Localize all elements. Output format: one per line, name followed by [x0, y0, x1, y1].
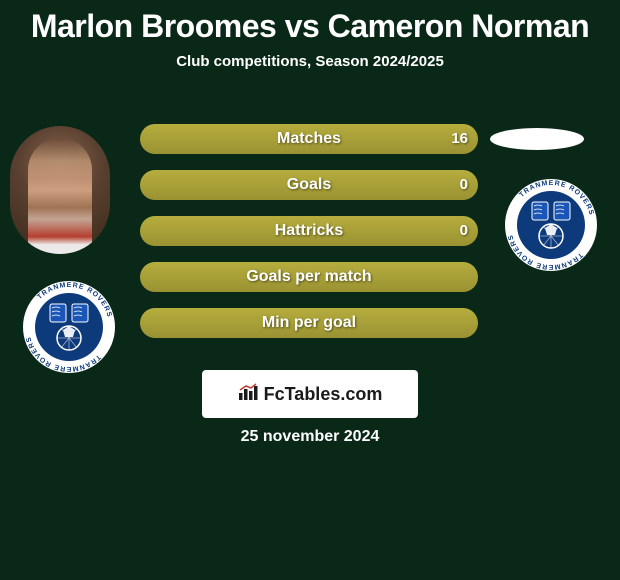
comparison-stats: Matches16Goals0Hattricks0Goals per match… [140, 124, 478, 354]
stat-label: Hattricks [140, 216, 478, 246]
page-title: Marlon Broomes vs Cameron Norman [0, 0, 620, 45]
stat-label: Min per goal [140, 308, 478, 338]
club-badge-right: TRANMERE ROVERS TRANMERE ROVERS [504, 178, 598, 272]
chart-icon [238, 383, 260, 406]
club-badge-left: TRANMERE ROVERS TRANMERE ROVERS [22, 280, 116, 374]
stat-row: Matches16 [140, 124, 478, 154]
branding-box: FcTables.com [202, 370, 418, 418]
stat-value-right: 0 [460, 170, 468, 200]
subtitle: Club competitions, Season 2024/2025 [0, 53, 620, 70]
snapshot-date: 25 november 2024 [0, 428, 620, 446]
branding-label: FcTables.com [264, 384, 383, 405]
stat-row: Goals per match [140, 262, 478, 292]
stat-value-right: 0 [460, 216, 468, 246]
player-left-photo [10, 126, 110, 254]
stat-row: Min per goal [140, 308, 478, 338]
stat-row: Goals0 [140, 170, 478, 200]
stat-label: Matches [140, 124, 478, 154]
stat-label: Goals per match [140, 262, 478, 292]
stat-label: Goals [140, 170, 478, 200]
player-right-placeholder [490, 128, 584, 150]
stat-value-right: 16 [451, 124, 468, 154]
stat-row: Hattricks0 [140, 216, 478, 246]
